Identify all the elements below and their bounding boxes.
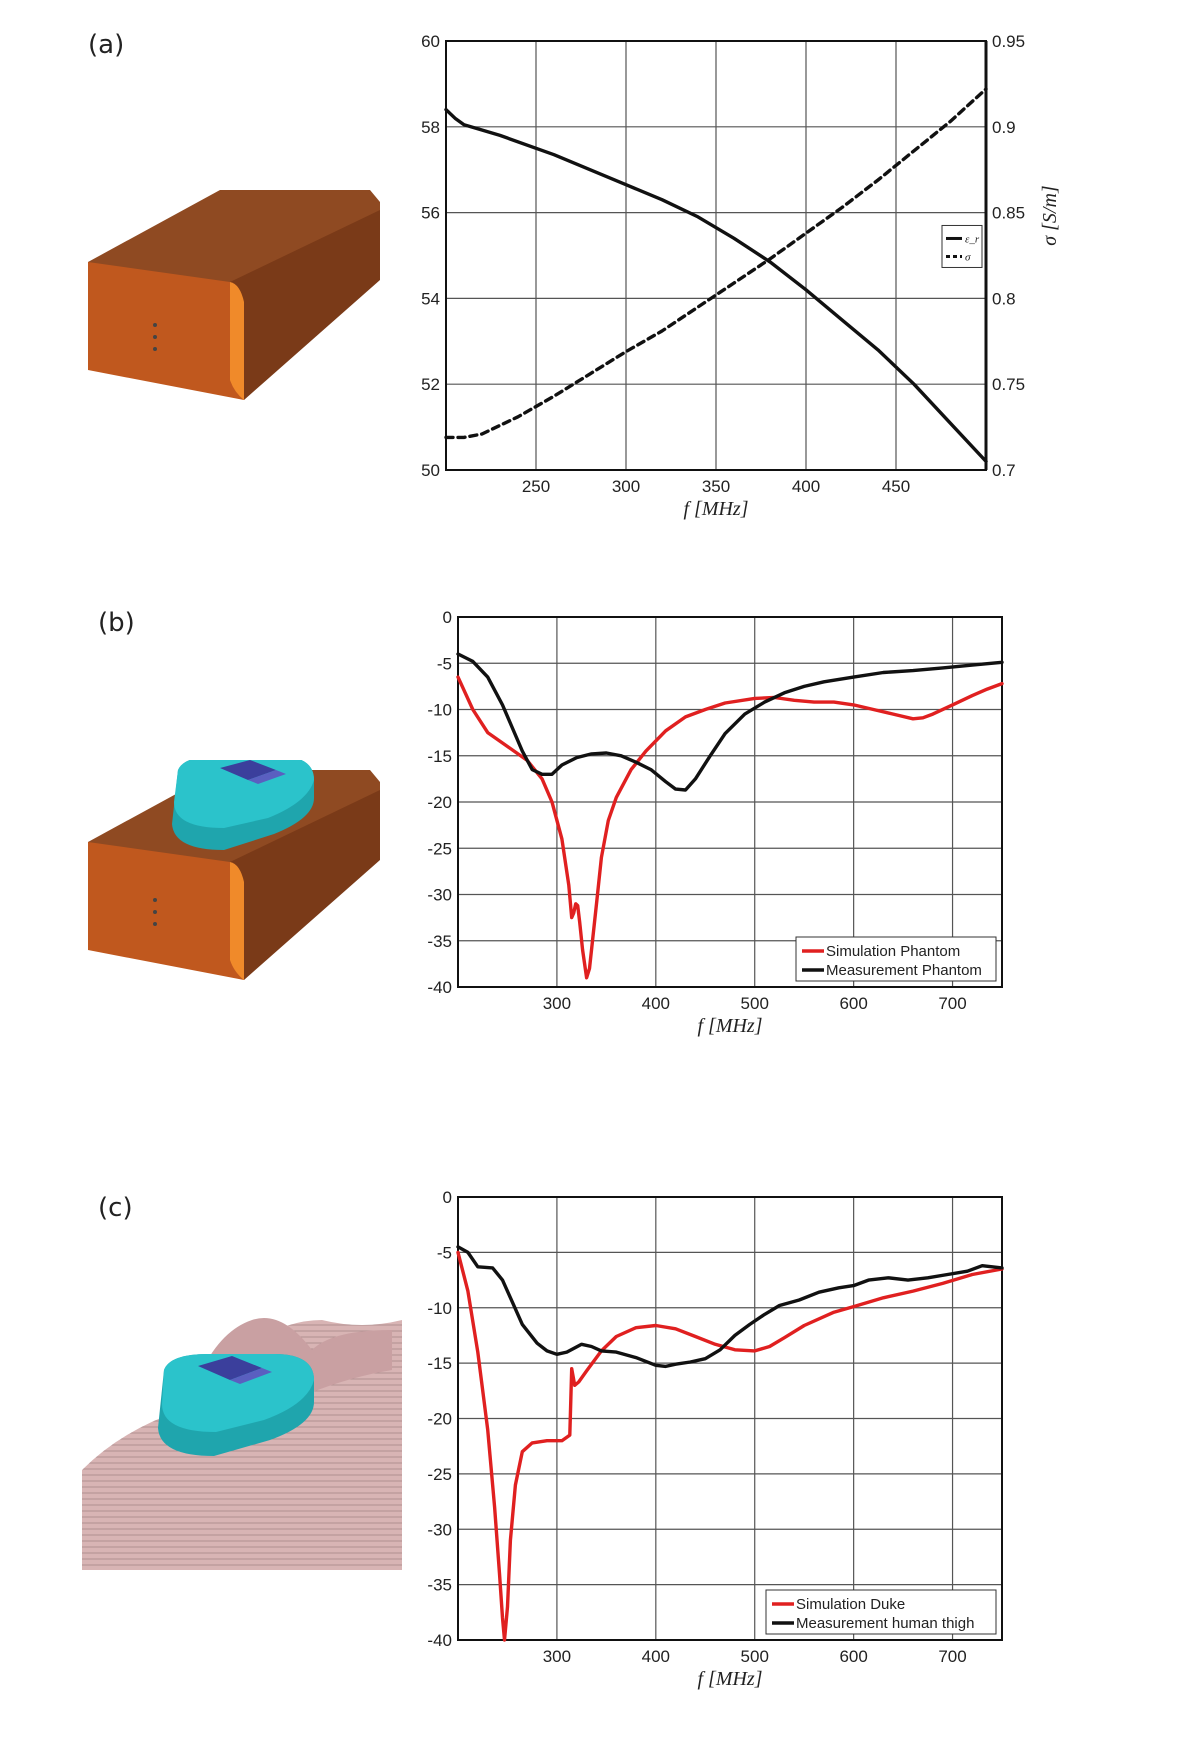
x-tick-label: 300	[543, 1647, 571, 1666]
antenna-patch	[230, 1368, 272, 1384]
plot-frame	[457, 1196, 1003, 1641]
y-tick-label: 50	[421, 461, 440, 480]
legend-box	[941, 224, 983, 268]
series-line-1	[456, 1250, 1004, 1642]
y-tick-label: 56	[421, 204, 440, 223]
y-tick-label: -10	[427, 1299, 452, 1318]
x-tick-label: 700	[938, 1647, 966, 1666]
x-axis-label: f [MHz]	[697, 1668, 762, 1690]
y-tick-label: -25	[427, 1465, 452, 1484]
box-front-face	[88, 842, 244, 980]
x-tick-label: 500	[741, 1647, 769, 1666]
x-axis-label: f [MHz]	[697, 1015, 762, 1037]
x-tick-label: 300	[612, 477, 640, 496]
y-tick-label: -20	[427, 1410, 452, 1429]
box-front-face	[88, 262, 244, 400]
probe-dot	[153, 347, 157, 351]
series-line-2	[444, 87, 988, 440]
box-edge-highlight	[230, 282, 244, 400]
x-tick-label: 400	[642, 994, 670, 1013]
x-tick-label: 400	[642, 1647, 670, 1666]
y2-tick-label: 0.8	[992, 289, 1016, 308]
y-tick-label: -30	[427, 886, 452, 905]
series-line-1	[456, 675, 1004, 980]
antenna-patch	[248, 770, 286, 784]
x-tick-label: 600	[839, 1647, 867, 1666]
y-tick-label: -5	[437, 654, 452, 673]
probe-dot	[153, 922, 157, 926]
x-tick-label: 300	[543, 994, 571, 1013]
y-tick-label: -5	[437, 1243, 452, 1262]
y-tick-label: 58	[421, 118, 440, 137]
series-line-2	[456, 652, 1004, 792]
probe-dot	[153, 898, 157, 902]
panel-label-a: (a)	[88, 30, 125, 60]
y-tick-label: -20	[427, 793, 452, 812]
x-tick-label: 400	[792, 477, 820, 496]
legend-label: Measurement Phantom	[826, 962, 982, 979]
y2-tick-label: 0.95	[992, 32, 1025, 51]
x-tick-label: 450	[882, 477, 910, 496]
y2-axis-label: σ [S/m]	[1039, 185, 1061, 245]
y-tick-label: -30	[427, 1520, 452, 1539]
legend-label: Measurement human thigh	[796, 1615, 974, 1632]
s11-thigh-chart: 300 400 500 600 700 0 -5 -10 -15 -20 -25 -30 -35 -40 f…	[427, 1188, 1004, 1690]
box-side-face	[230, 210, 380, 400]
y2-tick-label: 0.85	[992, 204, 1025, 223]
x-tick-label: 350	[702, 477, 730, 496]
y-tick-label: 0	[443, 1188, 452, 1207]
x-tick-label: 500	[741, 994, 769, 1013]
y-tick-label: 0	[443, 608, 452, 627]
x-axis-label: f [MHz]	[683, 498, 748, 520]
y-tick-label: -15	[427, 747, 452, 766]
y-tick-label: -35	[427, 1576, 452, 1595]
s11-phantom-chart: 300 400 500 600 700 0 -5 -10 -15 -20 -25 -30 -35 -40 f…	[427, 608, 1004, 1037]
y-tick-label: 54	[421, 289, 440, 308]
box-edge-highlight	[230, 862, 244, 980]
antenna-housing-top	[162, 1354, 314, 1432]
panel-label-b: (b)	[98, 608, 135, 638]
antenna-on-phantom-illustration	[88, 760, 380, 980]
plot-frame	[457, 616, 1003, 988]
series-line-1	[444, 107, 988, 464]
x-tick-label: 700	[938, 994, 966, 1013]
y-tick-label: -40	[427, 1631, 452, 1650]
phantom-box-illustration	[88, 190, 380, 400]
y-tick-label: -15	[427, 1354, 452, 1373]
box-side-face	[230, 790, 380, 980]
y-tick-label: 52	[421, 375, 440, 394]
probe-dot	[153, 335, 157, 339]
panel-label-c: (c)	[98, 1193, 133, 1223]
x-tick-label: 600	[839, 994, 867, 1013]
y-tick-label: -10	[427, 701, 452, 720]
y2-tick-label: 0.7	[992, 461, 1016, 480]
legend-label: ε_r	[965, 233, 980, 245]
y-tick-label: 60	[421, 32, 440, 51]
legend-label: σ	[965, 251, 971, 263]
series-line-2	[456, 1245, 1004, 1369]
legend-label: Simulation Duke	[796, 1596, 905, 1613]
y-tick-label: -35	[427, 932, 452, 951]
antenna-housing-top	[174, 760, 314, 828]
y2-tick-label: 0.9	[992, 118, 1016, 137]
legend-label: Simulation Phantom	[826, 943, 960, 960]
probe-dot	[153, 323, 157, 327]
legend-box	[765, 1589, 997, 1635]
y-tick-label: -40	[427, 978, 452, 997]
permittivity-conductivity-chart: 250 300 350 400 450 50 52 54 56 58 60 0.7 0.75 0.8 0.8…	[421, 32, 1061, 520]
x-tick-label: 250	[522, 477, 550, 496]
legend-box	[795, 936, 997, 982]
antenna-on-thigh-illustration	[82, 1318, 402, 1570]
y-tick-label: -25	[427, 839, 452, 858]
probe-dot	[153, 910, 157, 914]
y2-tick-label: 0.75	[992, 375, 1025, 394]
